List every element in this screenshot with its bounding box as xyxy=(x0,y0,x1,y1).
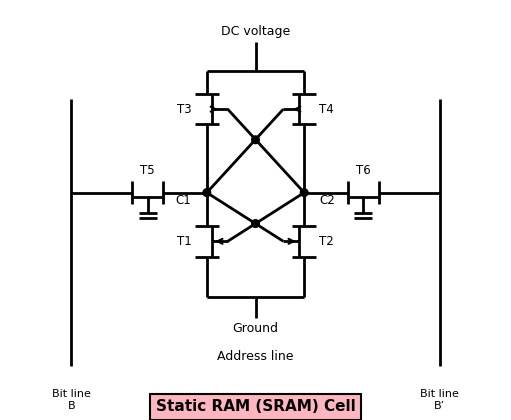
Text: T1: T1 xyxy=(177,235,192,248)
Text: Bit line
B’: Bit line B’ xyxy=(421,389,459,411)
Text: T6: T6 xyxy=(356,164,370,177)
Text: C1: C1 xyxy=(176,194,192,207)
Text: T2: T2 xyxy=(319,235,334,248)
Text: Static RAM (SRAM) Cell: Static RAM (SRAM) Cell xyxy=(156,399,355,414)
Circle shape xyxy=(300,189,308,197)
Text: DC voltage: DC voltage xyxy=(221,26,290,39)
Text: T5: T5 xyxy=(141,164,155,177)
Text: C2: C2 xyxy=(319,194,335,207)
Text: T4: T4 xyxy=(319,102,334,116)
Text: Address line: Address line xyxy=(217,349,294,362)
Circle shape xyxy=(252,220,259,227)
Text: T3: T3 xyxy=(177,102,192,116)
Text: Bit line
B: Bit line B xyxy=(52,389,90,411)
Circle shape xyxy=(203,189,211,197)
Text: Ground: Ground xyxy=(233,322,278,335)
Circle shape xyxy=(252,136,259,144)
